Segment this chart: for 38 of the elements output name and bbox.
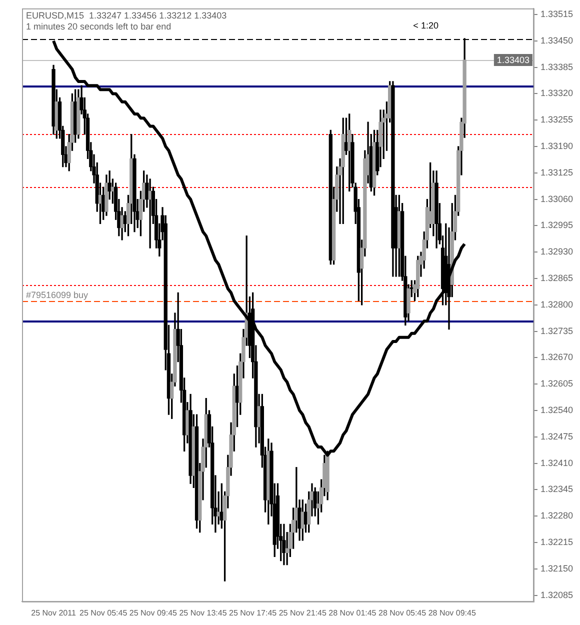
- y-tick-label: 1.32215: [540, 536, 574, 547]
- y-tick-label: 1.32735: [540, 326, 574, 336]
- y-tick-label: 1.33320: [540, 88, 574, 98]
- y-tick-label: 1.32085: [540, 590, 574, 600]
- y-tick-label: 1.32410: [540, 458, 574, 468]
- y-tick-label: 1.33060: [540, 194, 574, 204]
- y-tick-label: 1.33450: [540, 35, 574, 46]
- ref-line-label: 1.33403: [496, 54, 530, 65]
- candlestick: [148, 178, 152, 248]
- y-tick-label: 1.32995: [540, 220, 574, 230]
- chart-title: EURUSD,M15 1.33247 1.33456 1.33212 1.33403: [26, 10, 227, 20]
- x-tick-label: 25 Nov 17:45: [229, 608, 278, 618]
- annotation: < 1:20: [413, 20, 438, 30]
- y-tick-label: 1.33125: [540, 167, 574, 178]
- y-tick-label: 1.32150: [540, 563, 574, 574]
- x-tick-label: 28 Nov 09:45: [428, 608, 476, 618]
- y-tick-label: 1.32930: [540, 246, 574, 257]
- x-tick-label: 28 Nov 05:45: [378, 608, 427, 618]
- y-tick-label: 1.32865: [540, 272, 574, 283]
- y-tick-label: 1.32475: [540, 431, 574, 442]
- text: 1 minutes 20 seconds left to bar end: [26, 21, 172, 32]
- y-tick-label: 1.32345: [540, 484, 574, 494]
- x-tick-label: 25 Nov 09:45: [129, 608, 178, 618]
- y-tick-label: 1.32670: [540, 352, 574, 362]
- y-tick-label: 1.32605: [540, 378, 574, 389]
- ref-line-label: #79516099 buy: [26, 290, 89, 300]
- y-tick-label: 1.33255: [540, 114, 574, 125]
- x-tick-label: 25 Nov 13:45: [179, 608, 228, 618]
- y-tick-label: 1.32540: [540, 404, 574, 415]
- y-tick-label: 1.32800: [540, 299, 574, 310]
- y-tick-label: 1.33190: [540, 140, 574, 151]
- x-tick-label: 25 Nov 2011: [31, 608, 76, 618]
- y-tick-label: 1.33515: [540, 8, 574, 19]
- y-tick-label: 1.33385: [540, 62, 574, 72]
- x-tick-label: 25 Nov 05:45: [80, 608, 128, 618]
- x-tick-label: 25 Nov 21:45: [278, 608, 327, 618]
- x-tick-label: 28 Nov 01:45: [328, 608, 377, 618]
- y-tick-label: 1.32280: [540, 510, 574, 521]
